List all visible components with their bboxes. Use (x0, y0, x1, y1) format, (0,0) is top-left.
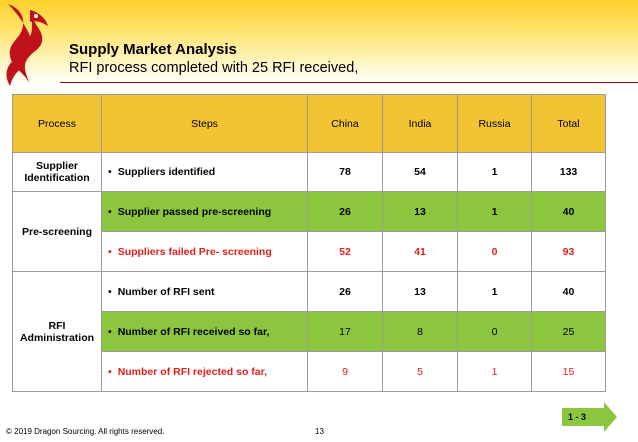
step-label: Supplier passed pre-screening (117, 205, 272, 218)
bullet: • (108, 245, 112, 258)
dragon-logo-icon (6, 4, 48, 86)
step-cell: • Suppliers identified (101, 152, 308, 192)
step-label: Suppliers identified (117, 166, 216, 178)
step-label: Number of RFI rejected so far, (117, 365, 268, 378)
step-cell: • Number of RFI rejected so far, (101, 351, 308, 392)
russia-cell: 1 (457, 351, 532, 392)
table-row: RFI Administration • Number of RFI sent 2… (12, 271, 606, 392)
column-header-india: India (382, 94, 458, 153)
russia-cell: 1 (457, 271, 532, 312)
table-row: • Suppliers failed Pre- screening 52 41 0… (13, 231, 606, 272)
rfi-summary-table: Process Steps China India Russia Total S… (12, 94, 606, 392)
step-cell: • Number of RFI sent (101, 271, 308, 312)
column-header-total: Total (531, 94, 606, 153)
table-row: Pre-screening • Supplier passed pre-scree… (12, 191, 606, 272)
column-header-china: China (307, 94, 383, 153)
column-header-steps: Steps (101, 94, 308, 153)
page-title: Supply Market Analysis (69, 41, 237, 58)
india-cell: 41 (382, 231, 458, 272)
india-cell: 8 (382, 311, 458, 352)
total-cell: 25 (531, 311, 606, 352)
india-cell: 13 (382, 191, 458, 232)
bullet: • (108, 285, 112, 298)
china-cell: 9 (307, 351, 383, 392)
header-divider (60, 82, 638, 83)
total-cell: 93 (531, 231, 606, 272)
china-cell: 26 (307, 271, 383, 312)
step-label: Number of RFI sent (117, 285, 215, 298)
russia-cell: 0 (457, 231, 532, 272)
column-header-process: Process (12, 94, 102, 153)
process-cell: Pre-screening (12, 191, 102, 272)
copyright-text: © 2019 Dragon Sourcing. All rights reser… (6, 427, 165, 436)
india-cell: 54 (382, 152, 458, 192)
step-cell: • Suppliers failed Pre- screening (101, 231, 308, 272)
page-range-badge: 1 - 3 (562, 402, 617, 432)
table-row: Supplier Identification • Suppliers ident… (12, 152, 606, 192)
process-cell: RFI Administration (12, 271, 102, 392)
india-cell: 13 (382, 271, 458, 312)
china-cell: 26 (307, 191, 383, 232)
step-label: Number of RFI received so far, (117, 325, 270, 338)
table-header-row: Process Steps China India Russia Total (12, 94, 606, 153)
india-cell: 5 (382, 351, 458, 392)
china-cell: 78 (307, 152, 383, 192)
step-label: Suppliers failed Pre- screening (117, 245, 272, 258)
total-cell: 133 (531, 152, 606, 192)
page-subtitle: RFI process completed with 25 RFI receiv… (69, 60, 359, 76)
russia-cell: 1 (457, 191, 532, 232)
header-band (0, 0, 638, 84)
page-number: 13 (315, 427, 324, 436)
table-row: • Number of RFI received so far, 17 8 0 2… (13, 311, 606, 352)
russia-cell: 1 (457, 152, 532, 192)
bullet: • (108, 325, 112, 338)
bullet: • (108, 365, 112, 378)
china-cell: 52 (307, 231, 383, 272)
total-cell: 15 (531, 351, 606, 392)
column-header-russia: Russia (457, 94, 532, 153)
total-cell: 40 (531, 191, 606, 232)
step-cell: • Supplier passed pre-screening (101, 191, 308, 232)
china-cell: 17 (307, 311, 383, 352)
bullet: • (108, 166, 112, 178)
total-cell: 40 (531, 271, 606, 312)
process-cell: Supplier Identification (12, 152, 102, 192)
table-row: • Number of RFI rejected so far, 9 5 1 15 (13, 351, 606, 392)
bullet: • (108, 205, 112, 218)
step-cell: • Number of RFI received so far, (101, 311, 308, 352)
russia-cell: 0 (457, 311, 532, 352)
